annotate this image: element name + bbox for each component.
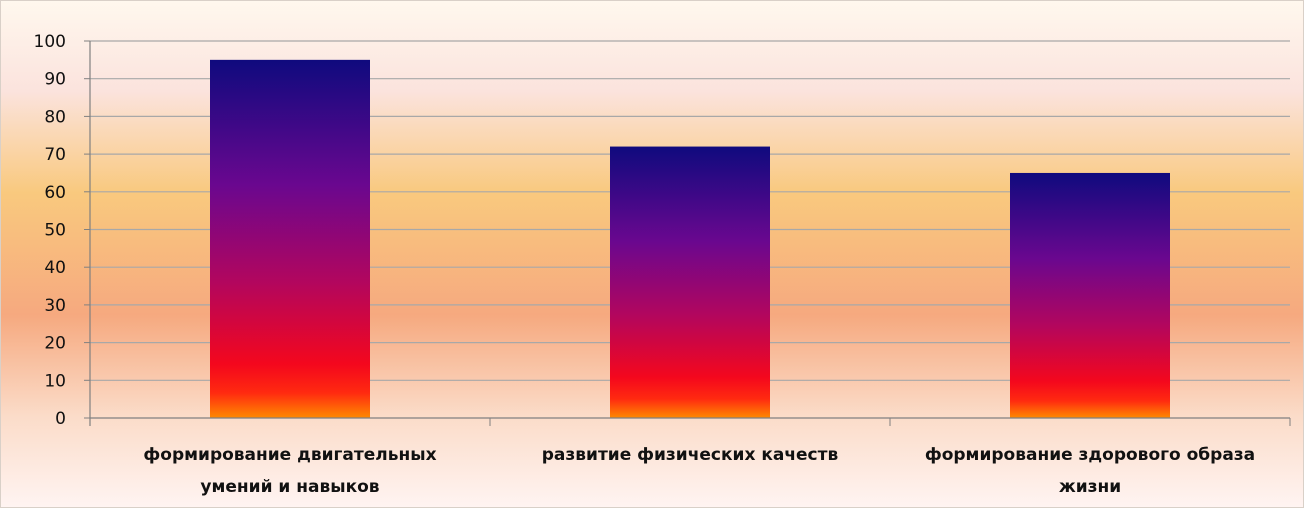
y-tick-label: 80 <box>44 107 66 127</box>
y-tick-label: 70 <box>44 145 66 165</box>
y-tick-label: 10 <box>44 371 66 391</box>
x-category-label-line: умений и навыков <box>200 477 379 497</box>
y-tick-label: 100 <box>34 32 66 52</box>
x-category-label-3: формирование здорового образа жизни <box>925 445 1255 497</box>
y-tick-label: 90 <box>44 70 66 90</box>
y-tick-label: 60 <box>44 183 66 203</box>
bar-1 <box>210 59 370 418</box>
y-tick-label: 30 <box>44 296 66 316</box>
bars <box>210 59 1170 418</box>
x-category-label-1: формирование двигательных умений и навыко… <box>143 445 436 497</box>
y-tick-label: 20 <box>44 334 66 354</box>
y-tick-label: 50 <box>44 221 66 241</box>
y-axis-ticks: 0 10 20 30 40 50 60 70 80 90 100 <box>34 32 90 429</box>
x-category-label-line: развитие физических качеств <box>542 445 839 465</box>
x-category-label-line: формирование двигательных <box>143 445 436 465</box>
bar-2 <box>610 146 770 418</box>
x-category-label-line: формирование здорового образа <box>925 445 1255 465</box>
axes <box>89 41 1291 426</box>
x-axis-labels: формирование двигательных умений и навыко… <box>143 445 1255 497</box>
bar-3 <box>1010 172 1170 418</box>
x-category-label-2: развитие физических качеств <box>542 445 839 465</box>
y-tick-label: 0 <box>55 409 66 429</box>
y-tick-label: 40 <box>44 258 66 278</box>
x-category-label-line: жизни <box>1059 477 1121 497</box>
